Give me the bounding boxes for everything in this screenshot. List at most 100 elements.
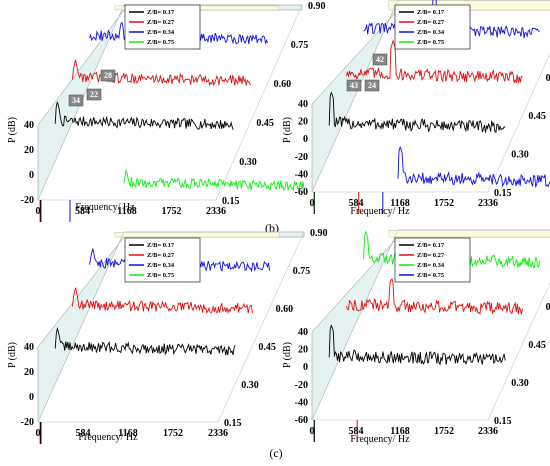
z-tick-label: 0.45 xyxy=(256,118,274,129)
y-tick-label: -60 xyxy=(295,187,308,198)
y-axis-label: P (dB) xyxy=(282,342,293,368)
z-tick-label: 0.60 xyxy=(276,304,294,315)
panel-caption: (c) xyxy=(269,446,282,460)
y-tick-label: 0 xyxy=(303,362,308,373)
x-tick-label: 0 xyxy=(36,206,41,217)
x-tick-label: 584 xyxy=(75,206,90,217)
x-axis-label: Frequency/ Hz xyxy=(78,432,138,443)
legend-entry: Z/B= 0.34 xyxy=(417,29,445,36)
x-tick-label: 1752 xyxy=(163,428,183,439)
z-tick-label: 0.15 xyxy=(494,416,512,427)
legend-entry: Z/B= 0.27 xyxy=(147,252,175,259)
annotation-box xyxy=(372,53,388,66)
z-tick-label: 0.60 xyxy=(546,73,550,84)
legend-entry: Z/B= 0.34 xyxy=(147,262,175,269)
legend-entry: Z/B= 0.75 xyxy=(417,272,445,279)
series-line-0.27 xyxy=(71,59,251,87)
annotation-label: 24 xyxy=(368,81,376,90)
legend-entry: Z/B= 0.27 xyxy=(417,19,445,26)
z-tick-label: 0.90 xyxy=(310,228,328,239)
annotation-box xyxy=(346,79,362,92)
z-tick-label: 0.15 xyxy=(494,188,512,199)
x-axis-label: Frequency/ Hz xyxy=(75,202,135,213)
x-tick-label: 0 xyxy=(310,426,315,437)
y-axis-label: P (dB) xyxy=(7,342,18,368)
x-tick-label: 1168 xyxy=(117,206,136,217)
x-tick-label: 2336 xyxy=(208,428,228,439)
panel-caption: (b) xyxy=(265,221,279,235)
x-tick-label: 584 xyxy=(349,426,364,437)
annotation-box xyxy=(100,69,116,82)
x-tick-label: 1168 xyxy=(390,426,409,437)
z-tick-label: 0.75 xyxy=(293,266,311,277)
annotation-box xyxy=(364,79,380,92)
x-tick-label: 1168 xyxy=(118,428,137,439)
back-band xyxy=(114,232,280,238)
z-tick-label: 0.15 xyxy=(224,418,242,429)
legend-entry: Z/B= 0.34 xyxy=(147,29,175,36)
floor xyxy=(37,4,303,201)
y-tick-label: 40 xyxy=(298,99,308,110)
legend-entry: Z/B= 0.17 xyxy=(417,242,445,249)
y-tick-label: -20 xyxy=(295,380,308,391)
annotation-label: 42 xyxy=(376,55,384,64)
legend-entry: Z/B= 0.75 xyxy=(147,39,175,46)
legend: Z/B= 0.17 Z/B= 0.27 Z/B= 0.34 Z/B= 0.75 xyxy=(124,4,201,50)
y-tick-label: -20 xyxy=(21,195,34,206)
legend-entry: Z/B= 0.17 xyxy=(147,242,175,249)
z-tick-label: 0.60 xyxy=(274,79,292,90)
z-tick-label: 0.30 xyxy=(241,380,259,391)
x-tick-label: 1168 xyxy=(390,198,409,209)
y-axis-label: P (dB) xyxy=(282,117,293,143)
legend-entry: Z/B= 0.17 xyxy=(417,9,445,16)
series-line-0.17 xyxy=(54,326,236,356)
z-tick-label: 0.75 xyxy=(291,40,309,51)
legend: Z/B= 0.17 Z/B= 0.27 Z/B= 0.34 Z/B= 0.75 xyxy=(124,237,201,283)
y-tick-label: 20 xyxy=(298,345,308,356)
annotation-label: 43 xyxy=(350,81,358,90)
y-tick-label: 0 xyxy=(29,170,34,181)
series-line-0.27 xyxy=(345,39,523,84)
x-tick-label: 584 xyxy=(349,198,364,209)
y-tick-label: -40 xyxy=(295,397,308,408)
y-axis-label: P (dB) xyxy=(7,117,18,143)
x-tick-label: 1752 xyxy=(434,426,454,437)
z-tick-label: 0.45 xyxy=(528,111,546,122)
legend: Z/B= 0.17 Z/B= 0.27 Z/B= 0.34 Z/B= 0.75 xyxy=(394,4,471,50)
back-band xyxy=(388,230,550,238)
z-tick-label: 0.15 xyxy=(222,196,240,207)
z-tick-label: 0.90 xyxy=(308,1,326,12)
x-tick-label: 2336 xyxy=(478,426,498,437)
x-tick-label: 584 xyxy=(76,428,91,439)
legend-entry: Z/B= 0.75 xyxy=(417,39,445,46)
series-line-0.27 xyxy=(71,287,253,315)
y-tick-label: 20 xyxy=(24,367,34,378)
y-tick-label: -60 xyxy=(295,415,308,426)
x-tick-label: 0 xyxy=(36,428,41,439)
legend-entry: Z/B= 0.75 xyxy=(147,272,175,279)
series-line-0.75 xyxy=(397,145,550,189)
x-axis-label: Frequency/ Hz xyxy=(350,434,410,445)
y-tick-label: 0 xyxy=(303,134,308,145)
series-line-0.17 xyxy=(54,101,234,131)
legend: Z/B= 0.17 Z/B= 0.27 Z/B= 0.34 Z/B= 0.75 xyxy=(394,237,471,283)
x-tick-label: 1752 xyxy=(162,206,182,217)
legend-entry: Z/B= 0.17 xyxy=(147,9,175,16)
z-tick-label: 0.60 xyxy=(546,302,550,313)
floor xyxy=(37,231,305,423)
legend-entry: Z/B= 0.27 xyxy=(147,19,175,26)
y-tick-label: -20 xyxy=(295,152,308,163)
z-tick-label: 0.30 xyxy=(511,378,529,389)
z-tick-label: 0.45 xyxy=(528,340,546,351)
annotation-box xyxy=(86,88,102,101)
x-axis-label: Frequency/ Hz xyxy=(350,206,410,217)
x-tick-label: 0 xyxy=(310,198,315,209)
y-tick-label: -20 xyxy=(21,417,34,428)
y-tick-label: 0 xyxy=(29,392,34,403)
legend-entry: Z/B= 0.27 xyxy=(417,252,445,259)
floor xyxy=(311,229,550,421)
